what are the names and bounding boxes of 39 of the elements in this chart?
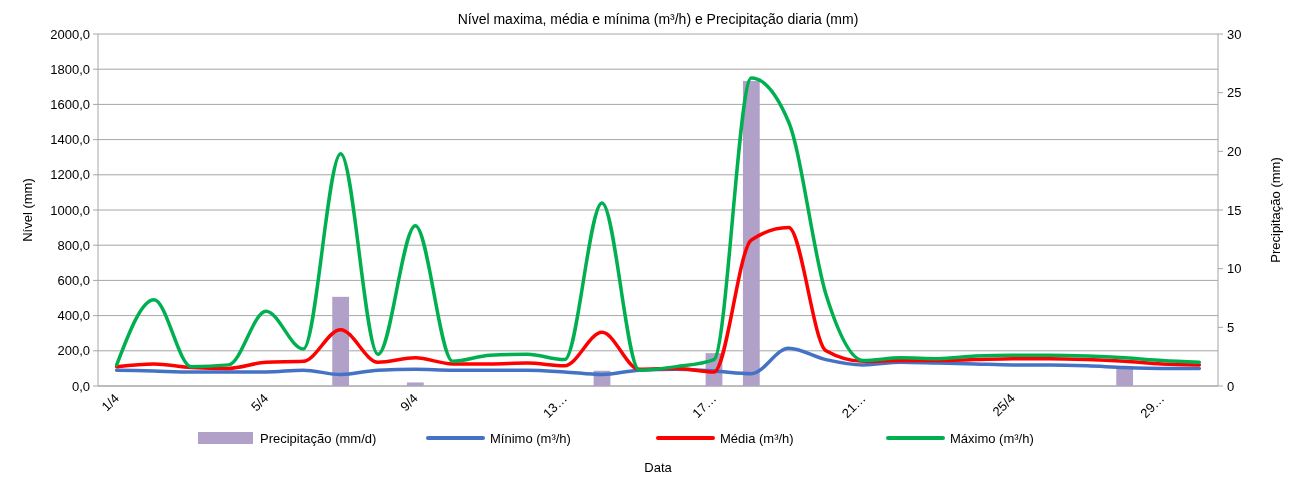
bar xyxy=(1116,368,1134,386)
y-tick-label: 1600,0 xyxy=(50,96,90,112)
y2-tick-label: 30 xyxy=(1227,26,1242,42)
legend-label: Média (m³/h) xyxy=(720,430,794,446)
y-tick-label: 1000,0 xyxy=(50,202,90,218)
y2-axis-title: Precipitação (mm) xyxy=(1268,157,1283,263)
bar xyxy=(406,382,424,386)
legend-label: Máximo (m³/h) xyxy=(950,430,1034,446)
y-tick-label: 1200,0 xyxy=(50,167,90,183)
y-tick-label: 200,0 xyxy=(57,343,90,359)
x-tick-label: 9/4 xyxy=(397,390,421,415)
y2-tick-label: 20 xyxy=(1227,143,1242,159)
x-axis-title: Data xyxy=(644,460,673,475)
y2-tick-label: 5 xyxy=(1227,319,1235,335)
y-tick-label: 1400,0 xyxy=(50,132,90,148)
line-series xyxy=(114,76,1202,372)
x-tick-label: 5/4 xyxy=(247,390,272,415)
y-tick-label: 800,0 xyxy=(57,237,90,253)
line-series xyxy=(114,346,1202,377)
y-tick-label: 600,0 xyxy=(57,272,90,288)
x-tick-label: 21… xyxy=(838,390,869,421)
y2-tick-label: 25 xyxy=(1227,85,1242,101)
line-series xyxy=(114,225,1202,374)
y-tick-label: 0,0 xyxy=(71,378,90,394)
y-axis-title: Nível (mm) xyxy=(20,178,35,242)
y2-tick-label: 10 xyxy=(1227,261,1242,277)
x-tick-label: 29… xyxy=(1137,390,1168,421)
y2-tick-label: 0 xyxy=(1227,378,1235,394)
x-tick-label: 17… xyxy=(689,390,720,421)
x-tick-label: 1/4 xyxy=(98,390,123,415)
y2-tick-label: 15 xyxy=(1227,202,1242,218)
y-tick-label: 400,0 xyxy=(57,308,90,324)
y-tick-label: 2000,0 xyxy=(50,26,90,42)
chart-title: Nível maxima, média e mínima (m³/h) e Precipitação diaria (mm) xyxy=(457,11,859,27)
legend-label: Precipitação (mm/d) xyxy=(260,430,377,446)
y-tick-label: 1800,0 xyxy=(50,61,90,77)
x-tick-label: 13… xyxy=(539,390,571,421)
bar xyxy=(742,80,760,386)
legend-label: Mínimo (m³/h) xyxy=(490,430,571,446)
